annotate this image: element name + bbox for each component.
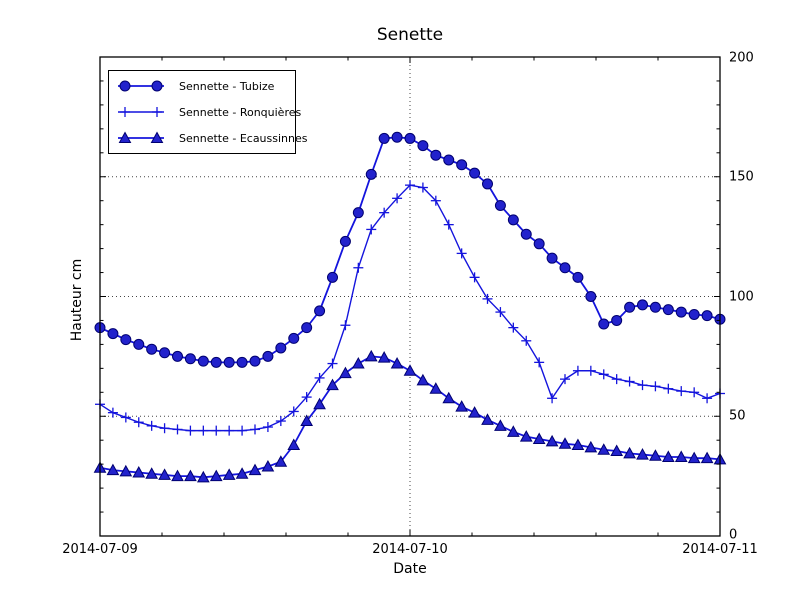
legend-label: Sennette - Ecaussinnes	[179, 131, 308, 145]
y-axis-label: Hauteur cm	[69, 258, 85, 342]
y-tick-label: 0	[729, 527, 738, 543]
ecaussinnes-series	[93, 349, 727, 483]
chart-title: Senette	[376, 25, 444, 45]
ecaussinnes-legend-marker-icon	[118, 131, 164, 143]
legend-label: Sennette - Tubize	[179, 79, 275, 93]
legend-item-ronquieres: Sennette - Ronquières	[109, 99, 301, 125]
y-tick-label: 50	[729, 408, 746, 424]
y-tick-label: 100	[729, 289, 754, 305]
x-tick-label: 2014-07-11	[682, 542, 758, 557]
x-axis-label: Date	[393, 561, 427, 577]
legend-label: Sennette - Ronquières	[179, 105, 302, 119]
y-tick-label: 150	[729, 169, 754, 185]
tubize-legend-marker-icon	[118, 80, 164, 92]
x-tick-label: 2014-07-10	[372, 542, 448, 557]
legend-box: Sennette - Tubize Sennette - Ronquières Se…	[108, 70, 308, 154]
legend-item-tubize: Sennette - Tubize	[109, 73, 295, 99]
x-tick-label: 2014-07-09	[62, 542, 138, 557]
axis-ticks	[99, 57, 721, 536]
y-tick-label: 200	[729, 50, 754, 66]
ronquieres-legend-marker-icon	[118, 107, 164, 117]
legend-item-ecaussinnes: Sennette - Ecaussinnes	[109, 125, 308, 151]
